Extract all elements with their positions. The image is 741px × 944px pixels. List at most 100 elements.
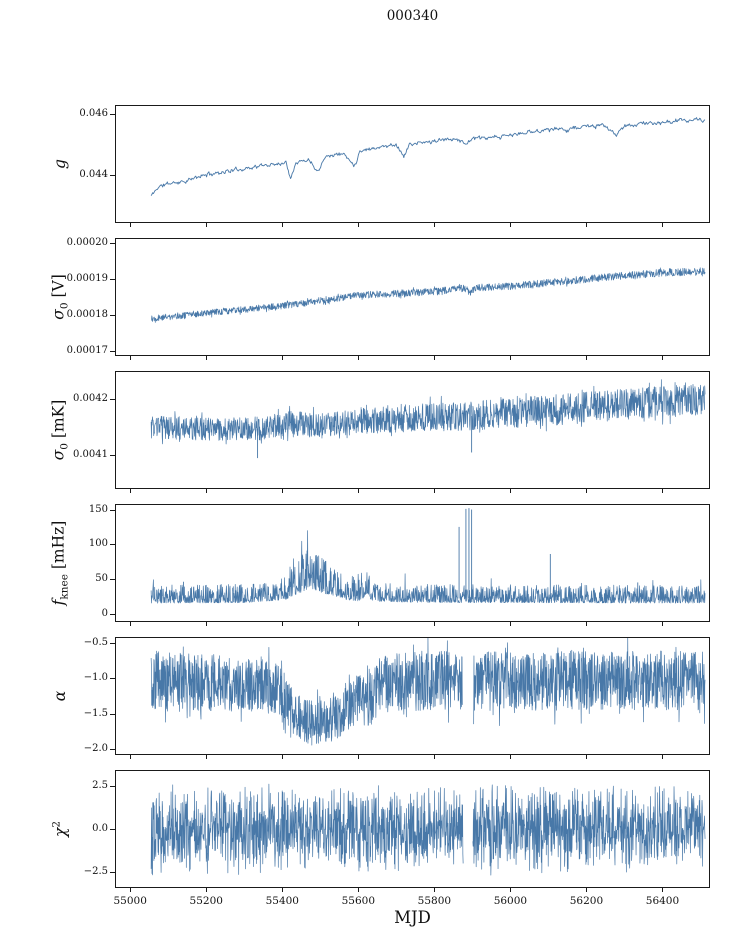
y-tick-label: −0.5	[83, 637, 108, 648]
y-tick-mark	[110, 786, 115, 787]
y-tick-mark	[110, 714, 115, 715]
y-tick-label: 0.0042	[73, 393, 108, 404]
y-tick-mark	[110, 643, 115, 644]
panel-sigma0_V	[115, 238, 710, 356]
panel-canvas-g	[116, 106, 709, 222]
x-tick-mark	[130, 223, 131, 227]
y-tick-label: 2.5	[92, 780, 108, 791]
x-tick-mark	[662, 489, 663, 493]
y-tick-mark	[110, 678, 115, 679]
panel-canvas-f_knee	[116, 505, 709, 621]
y-axis-label-f_knee: fknee [mHz]	[49, 521, 70, 606]
y-tick-mark	[110, 829, 115, 830]
x-tick-label: 55000	[113, 895, 147, 907]
y-tick-label: 0.00017	[66, 345, 108, 356]
panel-f_knee	[115, 504, 710, 622]
x-tick-mark	[282, 622, 283, 626]
x-tick-mark	[510, 888, 511, 892]
y-tick-label: 0.00020	[66, 237, 108, 248]
y-axis-label-symbol: g	[51, 159, 69, 169]
y-axis-label-symbol: f	[49, 599, 68, 606]
x-tick-label: 55600	[341, 895, 376, 907]
y-tick-label: 0.044	[79, 169, 108, 180]
x-tick-mark	[662, 356, 663, 360]
x-tick-mark	[358, 622, 359, 626]
panel-g	[115, 105, 710, 223]
x-tick-label: 55800	[417, 895, 452, 907]
y-tick-label: 0.00019	[66, 273, 108, 284]
y-tick-mark	[110, 399, 115, 400]
x-tick-mark	[206, 489, 207, 493]
x-tick-mark	[206, 888, 207, 892]
x-tick-label: 55200	[189, 895, 223, 907]
x-tick-mark	[282, 888, 283, 892]
y-tick-label: 100	[88, 538, 108, 549]
y-tick-label: 0.046	[79, 108, 108, 119]
y-tick-label: 0.00018	[66, 309, 108, 320]
y-tick-mark	[110, 279, 115, 280]
x-tick-mark	[130, 489, 131, 493]
x-tick-mark	[662, 223, 663, 227]
x-tick-mark	[434, 888, 435, 892]
y-tick-mark	[110, 544, 115, 545]
figure-title: 000340	[386, 8, 439, 24]
x-tick-mark	[434, 356, 435, 360]
y-axis-label-alpha: α	[51, 691, 69, 701]
x-tick-mark	[586, 223, 587, 227]
x-tick-mark	[282, 356, 283, 360]
x-tick-mark	[130, 888, 131, 892]
x-tick-mark	[434, 223, 435, 227]
x-tick-mark	[358, 223, 359, 227]
x-tick-mark	[662, 622, 663, 626]
y-tick-mark	[110, 614, 115, 615]
x-tick-mark	[434, 622, 435, 626]
x-tick-mark	[434, 755, 435, 759]
panel-chi2	[115, 770, 710, 888]
y-tick-mark	[110, 579, 115, 580]
x-tick-mark	[358, 888, 359, 892]
panel-canvas-sigma0_V	[116, 239, 709, 355]
x-tick-mark	[282, 489, 283, 493]
panel-canvas-alpha	[116, 638, 709, 754]
x-tick-mark	[510, 622, 511, 626]
y-tick-label: 50	[95, 573, 108, 584]
y-tick-label: 0	[101, 608, 108, 619]
x-tick-label: 56200	[569, 895, 604, 907]
x-tick-mark	[358, 489, 359, 493]
x-tick-mark	[662, 755, 663, 759]
x-tick-mark	[586, 888, 587, 892]
x-tick-mark	[510, 489, 511, 493]
x-tick-mark	[206, 622, 207, 626]
x-tick-mark	[586, 489, 587, 493]
x-tick-mark	[358, 755, 359, 759]
panel-canvas-chi2	[116, 771, 709, 887]
y-tick-mark	[110, 114, 115, 115]
panel-alpha	[115, 637, 710, 755]
x-tick-label: 56000	[493, 895, 528, 907]
x-tick-label: 56400	[645, 895, 680, 907]
x-tick-mark	[510, 356, 511, 360]
x-tick-mark	[130, 356, 131, 360]
y-tick-label: 150	[88, 504, 108, 515]
y-tick-label: 0.0041	[73, 449, 108, 460]
x-tick-mark	[130, 622, 131, 626]
panel-sigma0_mK	[115, 371, 710, 489]
y-tick-mark	[110, 315, 115, 316]
x-tick-mark	[434, 489, 435, 493]
y-tick-label: −2.0	[83, 743, 108, 754]
y-tick-mark	[110, 243, 115, 244]
x-tick-mark	[510, 223, 511, 227]
x-tick-mark	[130, 755, 131, 759]
y-tick-mark	[110, 510, 115, 511]
x-tick-mark	[282, 755, 283, 759]
y-tick-mark	[110, 351, 115, 352]
x-tick-mark	[510, 755, 511, 759]
x-tick-mark	[586, 356, 587, 360]
y-tick-label: −2.5	[83, 866, 108, 877]
y-tick-mark	[110, 175, 115, 176]
y-tick-mark	[110, 872, 115, 873]
y-tick-mark	[110, 455, 115, 456]
y-tick-label: 0.0	[92, 823, 108, 834]
